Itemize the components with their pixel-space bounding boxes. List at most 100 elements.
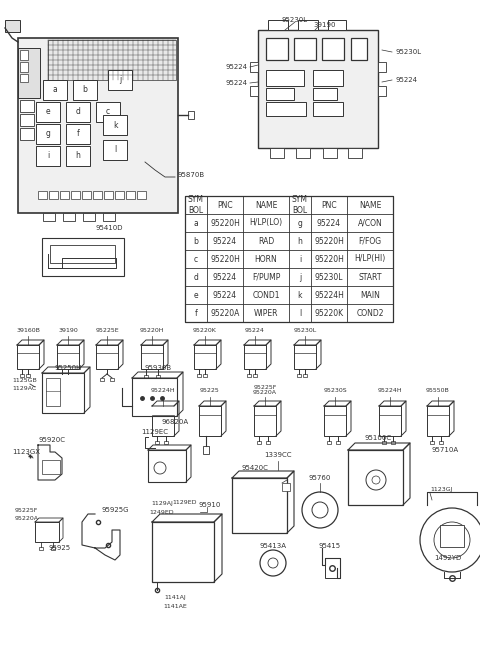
Bar <box>152 406 174 436</box>
Text: 95224: 95224 <box>213 290 237 300</box>
Text: NAME: NAME <box>255 200 277 210</box>
Text: 95710A: 95710A <box>432 447 458 453</box>
Text: 95230L: 95230L <box>293 327 317 332</box>
Bar <box>391 441 395 444</box>
Bar <box>103 115 127 135</box>
Bar <box>382 441 386 444</box>
Bar <box>378 86 386 96</box>
Bar <box>66 146 90 166</box>
Text: i: i <box>299 254 301 263</box>
Bar <box>250 86 258 96</box>
Text: 39190: 39190 <box>58 327 78 332</box>
Bar <box>36 102 60 122</box>
Bar <box>108 70 132 90</box>
Bar <box>51 547 55 550</box>
Bar <box>322 38 344 60</box>
Text: 95925G: 95925G <box>101 507 129 513</box>
Bar <box>60 374 64 377</box>
Text: 95225: 95225 <box>200 388 220 392</box>
Bar <box>36 146 60 166</box>
Bar <box>203 446 209 454</box>
Text: NAME: NAME <box>359 200 381 210</box>
Text: 96820A: 96820A <box>161 419 189 425</box>
Bar <box>313 102 343 116</box>
Text: 1129ED: 1129ED <box>173 501 197 505</box>
Bar <box>35 522 59 542</box>
Bar <box>104 191 113 199</box>
Bar <box>324 406 346 436</box>
Text: 95410D: 95410D <box>95 225 122 231</box>
Text: 95224: 95224 <box>213 273 237 281</box>
Bar <box>49 191 58 199</box>
Text: 95250H: 95250H <box>54 365 82 371</box>
Text: 95230S: 95230S <box>323 388 347 392</box>
Text: g: g <box>46 129 50 139</box>
Bar <box>270 148 284 158</box>
Text: 95224H: 95224H <box>378 388 402 392</box>
Bar <box>266 102 306 116</box>
Bar <box>110 378 114 381</box>
Bar <box>297 374 301 377</box>
Text: WIPER: WIPER <box>254 309 278 317</box>
Bar <box>126 191 135 199</box>
Bar <box>26 374 30 377</box>
Text: 1129AC: 1129AC <box>12 386 36 392</box>
Bar <box>197 374 201 377</box>
Bar <box>20 74 28 82</box>
Bar <box>155 441 159 444</box>
Text: 95225F
95220A: 95225F 95220A <box>253 384 277 396</box>
Bar <box>66 374 70 377</box>
Bar <box>17 345 39 369</box>
Bar <box>296 148 310 158</box>
Text: SYM
BOL: SYM BOL <box>188 195 204 215</box>
Bar <box>253 374 257 377</box>
Bar <box>328 20 346 30</box>
Text: e: e <box>194 290 198 300</box>
Text: 95413A: 95413A <box>260 543 287 549</box>
Text: j: j <box>299 273 301 281</box>
Text: F/FOG: F/FOG <box>359 237 382 246</box>
Text: 95220K: 95220K <box>193 327 217 332</box>
Bar <box>188 111 194 119</box>
Bar <box>323 148 337 158</box>
Text: H/LP(HI): H/LP(HI) <box>354 254 385 263</box>
Bar <box>266 70 304 86</box>
Text: MAIN: MAIN <box>360 290 380 300</box>
Text: 95224: 95224 <box>226 64 248 70</box>
Bar <box>57 345 79 369</box>
Bar <box>298 20 318 30</box>
Bar <box>42 238 124 276</box>
Text: c: c <box>106 108 110 116</box>
Bar <box>440 525 464 547</box>
Bar <box>82 191 91 199</box>
Bar <box>42 373 84 413</box>
Bar <box>20 50 28 60</box>
Bar <box>103 213 115 221</box>
Bar <box>132 378 177 416</box>
Bar <box>199 406 221 436</box>
Text: 95100C: 95100C <box>364 435 392 441</box>
Bar <box>144 375 148 380</box>
Bar <box>20 100 34 112</box>
Text: 95224: 95224 <box>395 77 417 83</box>
Bar <box>83 213 95 221</box>
Text: h: h <box>298 237 302 246</box>
Text: 1129AJ: 1129AJ <box>151 501 173 505</box>
Text: 95220H: 95220H <box>314 237 344 246</box>
Text: 95224H: 95224H <box>151 388 175 392</box>
Bar <box>164 441 168 444</box>
Text: 95224: 95224 <box>226 80 248 86</box>
Bar <box>18 38 178 213</box>
Text: 95224: 95224 <box>317 219 341 227</box>
Text: 95220A: 95220A <box>15 516 39 522</box>
Text: RAD: RAD <box>258 237 274 246</box>
Bar <box>18 48 40 98</box>
Text: 95925: 95925 <box>49 545 71 551</box>
Bar <box>46 378 60 406</box>
Text: 39190: 39190 <box>314 22 336 28</box>
Bar <box>266 88 294 100</box>
Text: 95760: 95760 <box>309 475 331 481</box>
Bar <box>100 378 104 381</box>
Text: 1339CC: 1339CC <box>264 452 292 458</box>
Text: 95230L: 95230L <box>315 273 343 281</box>
